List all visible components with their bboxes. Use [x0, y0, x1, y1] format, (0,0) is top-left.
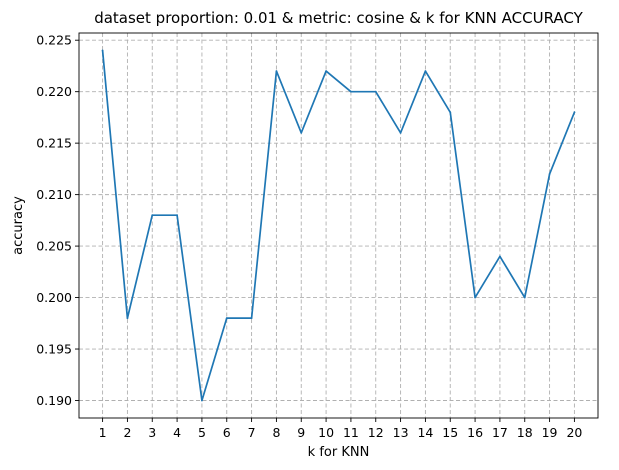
x-axis: 1 2 3 4 5 6 7 8 9 10 11 12 13 14 15 16 17 18 19 20 — [99, 418, 582, 440]
x-tick-label: 6 — [223, 425, 231, 440]
plot-frame — [78, 32, 599, 419]
data-point — [523, 296, 526, 299]
y-tick-label: 0.195 — [36, 342, 72, 357]
x-tick-label: 3 — [148, 425, 156, 440]
x-tick-label: 7 — [248, 425, 256, 440]
series-line — [101, 49, 576, 402]
data-point — [499, 255, 501, 258]
data-point — [151, 214, 154, 217]
x-tick-label: 5 — [198, 425, 206, 440]
x-tick-label: 17 — [492, 425, 508, 440]
data-point — [225, 317, 228, 320]
y-tick-label: 0.205 — [36, 239, 72, 254]
chart-title: dataset proportion: 0.01 & metric: cosin… — [94, 9, 583, 27]
data-point — [374, 90, 377, 93]
data-point — [399, 131, 402, 134]
data-point — [176, 214, 178, 217]
x-tick-label: 2 — [123, 425, 131, 440]
x-tick-label: 14 — [417, 425, 433, 440]
x-tick-label: 15 — [442, 425, 458, 440]
x-tick-label: 18 — [517, 425, 533, 440]
data-point — [101, 49, 104, 52]
data-point — [126, 317, 129, 320]
data-point — [325, 70, 327, 72]
series-layer — [101, 49, 576, 402]
y-tick-label: 0.190 — [36, 393, 72, 408]
x-tick-label: 19 — [542, 425, 558, 440]
x-tick-label: 8 — [272, 425, 280, 440]
y-tick-label: 0.225 — [36, 33, 72, 48]
y-tick-label: 0.210 — [36, 187, 72, 202]
x-tick-label: 4 — [173, 425, 181, 440]
x-tick-label: 9 — [297, 425, 305, 440]
y-axis-label: accuracy — [11, 196, 26, 255]
grid — [79, 33, 598, 418]
y-tick-label: 0.220 — [36, 84, 72, 99]
y-axis: 0.190 0.195 0.200 0.205 0.210 0.215 0.220 0.225 — [36, 33, 79, 408]
x-axis-label: k for KNN — [308, 445, 370, 460]
data-point — [275, 70, 278, 72]
x-tick-label: 1 — [99, 425, 107, 440]
data-point — [548, 173, 551, 175]
x-tick-label: 12 — [368, 425, 384, 440]
x-tick-label: 20 — [566, 425, 582, 440]
y-tick-label: 0.200 — [36, 290, 72, 305]
data-point — [573, 111, 576, 114]
data-point — [350, 90, 352, 93]
x-tick-label: 16 — [467, 425, 483, 440]
x-tick-label: 13 — [393, 425, 409, 440]
data-point — [474, 296, 476, 299]
data-point — [449, 111, 452, 114]
x-tick-label: 10 — [318, 425, 334, 440]
data-point — [201, 399, 203, 402]
x-tick-label: 11 — [343, 425, 359, 440]
y-tick-label: 0.215 — [36, 136, 72, 151]
data-point — [424, 70, 427, 72]
data-point — [300, 131, 303, 134]
data-point — [250, 317, 253, 320]
